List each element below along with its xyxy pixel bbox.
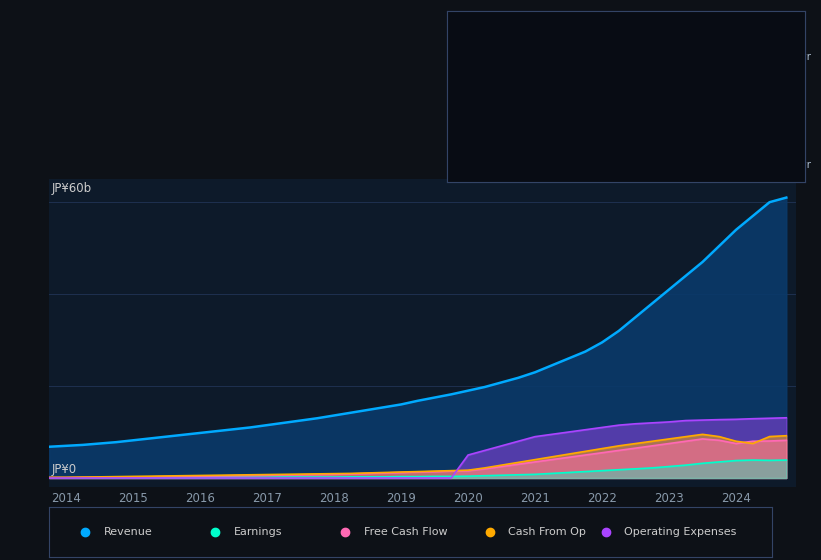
Text: /yr: /yr xyxy=(797,52,811,62)
Text: /yr: /yr xyxy=(781,74,795,85)
Text: Operating Expenses: Operating Expenses xyxy=(624,527,736,537)
Text: JP¥9.015b: JP¥9.015b xyxy=(633,136,692,146)
Text: 6.4%: 6.4% xyxy=(633,90,663,100)
Text: JP¥8.046b: JP¥8.046b xyxy=(633,112,693,122)
Text: Cash From Op: Cash From Op xyxy=(508,527,586,537)
Text: JP¥12.770b: JP¥12.770b xyxy=(633,160,700,170)
Text: Operating Expenses: Operating Expenses xyxy=(461,160,567,170)
Text: /yr: /yr xyxy=(781,136,795,146)
Text: JP¥3.837b: JP¥3.837b xyxy=(633,74,693,85)
Text: Free Cash Flow: Free Cash Flow xyxy=(364,527,447,537)
Text: JP¥59.542b: JP¥59.542b xyxy=(633,52,699,62)
Text: JP¥60b: JP¥60b xyxy=(51,183,91,195)
Text: Free Cash Flow: Free Cash Flow xyxy=(461,112,540,122)
Text: /yr: /yr xyxy=(797,160,811,170)
Text: JP¥0: JP¥0 xyxy=(51,463,76,475)
Text: Earnings: Earnings xyxy=(461,74,507,85)
Text: /yr: /yr xyxy=(781,112,795,122)
Text: Revenue: Revenue xyxy=(103,527,152,537)
Text: profit margin: profit margin xyxy=(699,90,770,100)
Text: Cash From Op: Cash From Op xyxy=(461,136,534,146)
Text: Sep 30 2024: Sep 30 2024 xyxy=(461,23,549,36)
Text: Earnings: Earnings xyxy=(233,527,282,537)
Text: Revenue: Revenue xyxy=(461,52,507,62)
